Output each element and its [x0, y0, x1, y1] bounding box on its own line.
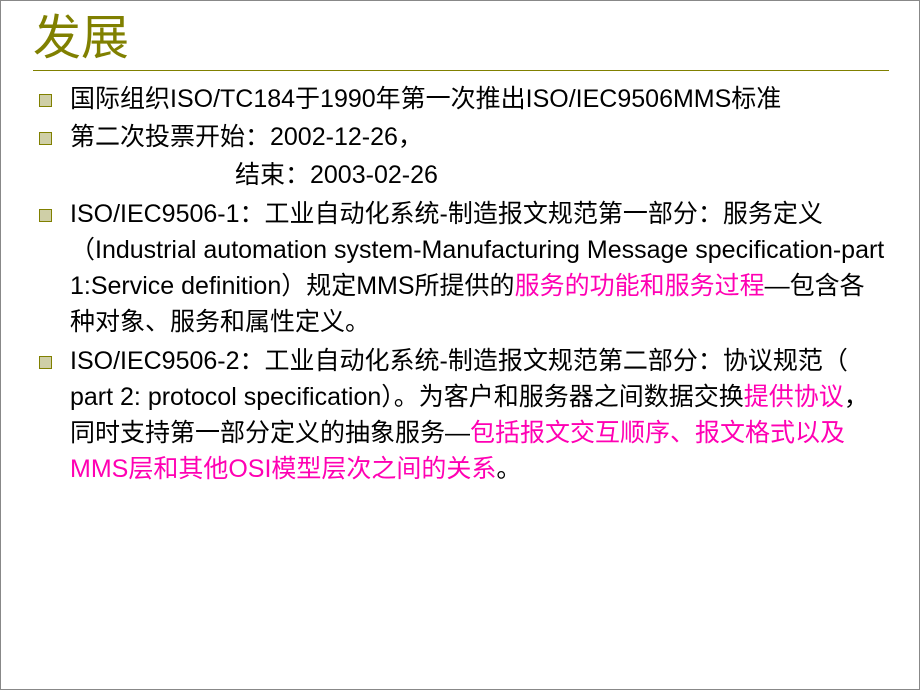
sub-text: 结束：2003-02-26	[235, 157, 889, 193]
slide: 发展 国际组织ISO/TC184于1990年第一次推出ISO/IEC9506MM…	[0, 0, 920, 690]
item-text: 第二次投票开始：2002-12-26，	[70, 119, 423, 155]
slide-title: 发展	[33, 13, 889, 71]
text-span: ISO/IEC9506-2：工业自动化系统-制造报文规范第二部分：协议规范（ p…	[70, 347, 848, 411]
slide-content: 国际组织ISO/TC184于1990年第一次推出ISO/IEC9506MMS标准…	[39, 81, 889, 488]
highlight-span: 提供协议	[744, 383, 844, 411]
item-text: ISO/IEC9506-2：工业自动化系统-制造报文规范第二部分：协议规范（ p…	[70, 343, 889, 488]
highlight-span: 服务的功能和服务过程	[515, 272, 765, 300]
text-span: 。	[496, 455, 521, 483]
item-text: ISO/IEC9506-1：工业自动化系统-制造报文规范第一部分：服务定义（In…	[70, 196, 889, 341]
list-item: 国际组织ISO/TC184于1990年第一次推出ISO/IEC9506MMS标准	[39, 81, 889, 117]
bullet-icon	[39, 132, 52, 145]
bullet-icon	[39, 94, 52, 107]
list-item: ISO/IEC9506-1：工业自动化系统-制造报文规范第一部分：服务定义（In…	[39, 196, 889, 341]
item-text: 国际组织ISO/TC184于1990年第一次推出ISO/IEC9506MMS标准	[70, 81, 781, 117]
bullet-icon	[39, 356, 52, 369]
bullet-icon	[39, 209, 52, 222]
list-item: ISO/IEC9506-2：工业自动化系统-制造报文规范第二部分：协议规范（ p…	[39, 343, 889, 488]
list-item: 第二次投票开始：2002-12-26，	[39, 119, 889, 155]
